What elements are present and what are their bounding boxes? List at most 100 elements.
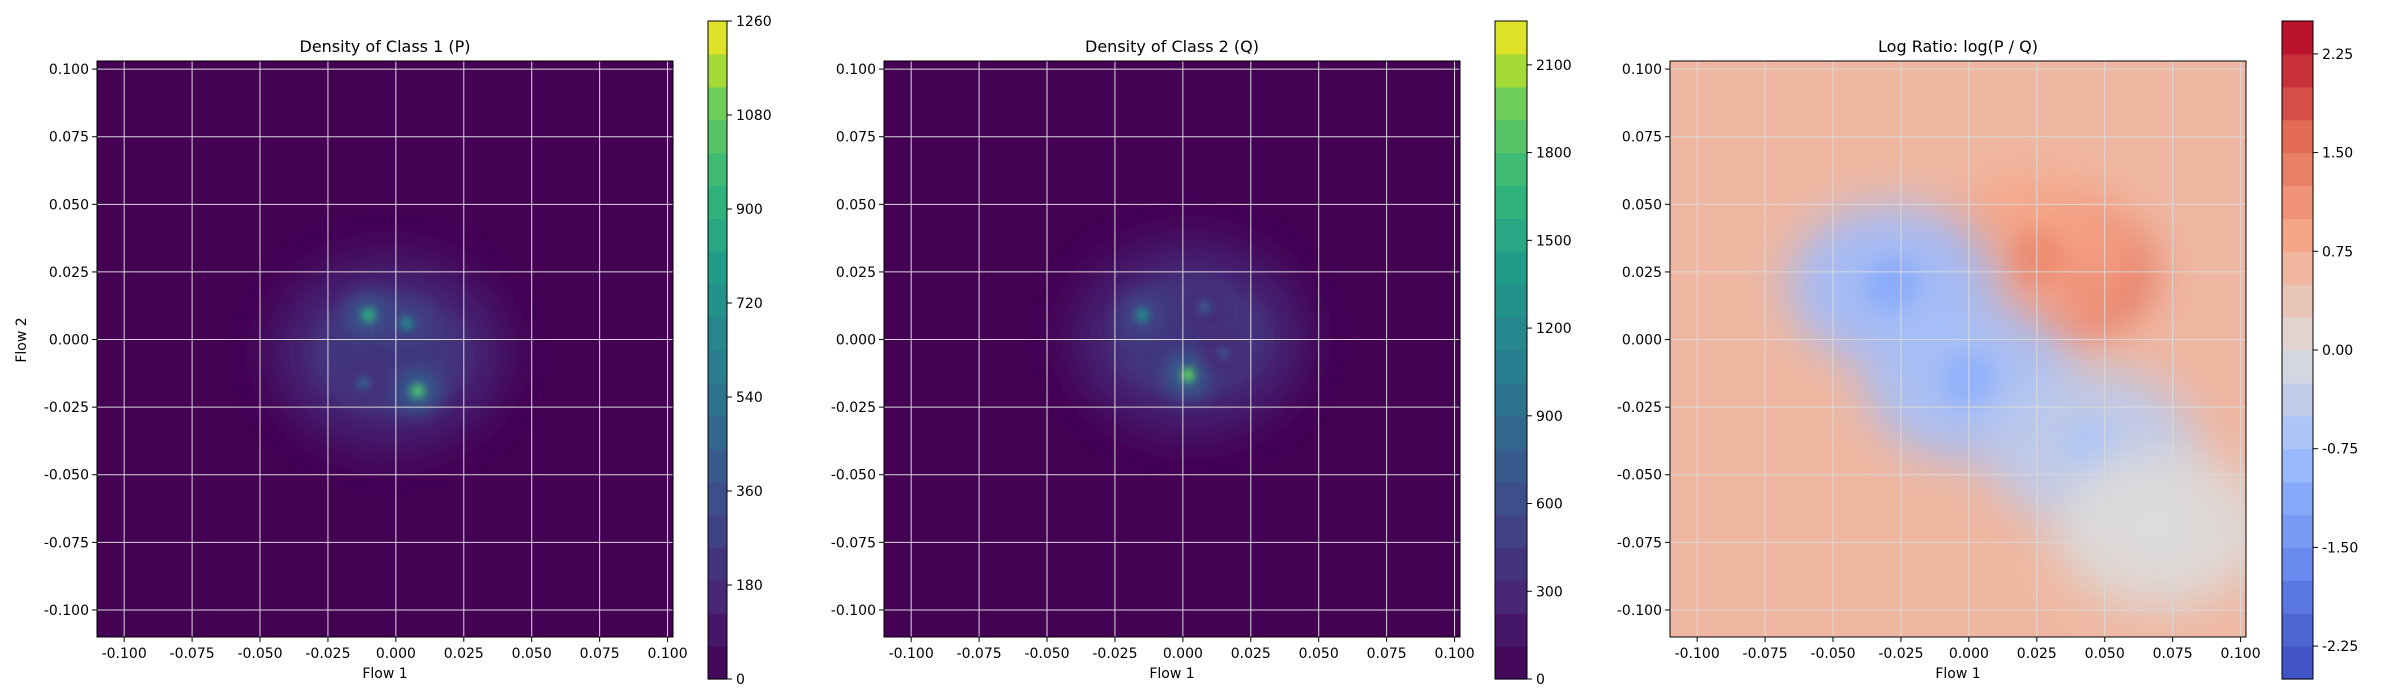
density-peak bbox=[356, 375, 371, 390]
colorbar-tick-label: 1260 bbox=[736, 14, 772, 30]
colorbar-band bbox=[1495, 646, 1527, 680]
colorbar-band bbox=[2282, 514, 2313, 548]
heatmap-area bbox=[884, 61, 1460, 637]
colorbar-band bbox=[2282, 284, 2313, 318]
ratio-core bbox=[1864, 257, 1921, 314]
colorbar-band bbox=[2282, 415, 2313, 450]
colorbar-band bbox=[2282, 646, 2313, 680]
colorbar-tick-label: -2.25 bbox=[2322, 639, 2358, 655]
density-peak bbox=[361, 308, 376, 323]
colorbar-band bbox=[1495, 53, 1527, 88]
y-tick-label: 0.075 bbox=[1622, 130, 1662, 146]
colorbar-band bbox=[708, 481, 727, 516]
colorbar-band bbox=[708, 514, 727, 548]
y-tick-label: 0.025 bbox=[836, 265, 876, 281]
y-axis-ticks: -0.100 -0.075 -0.050 -0.025 0.000 0.025 0.050 0… bbox=[44, 62, 97, 619]
colorbar-band bbox=[2282, 53, 2313, 88]
colorbar-band bbox=[708, 218, 727, 252]
colorbar-band bbox=[708, 185, 727, 219]
colorbar-tick-label: 360 bbox=[736, 484, 763, 500]
colorbar-tick-label: 1800 bbox=[1536, 146, 1572, 162]
y-tick-label: 0.000 bbox=[1622, 333, 1662, 349]
colorbar-band bbox=[708, 152, 727, 187]
colorbar-band bbox=[2282, 547, 2313, 581]
plot-frame bbox=[1669, 60, 2247, 638]
y-tick-label: -0.100 bbox=[44, 603, 89, 619]
y-tick-label: 0.000 bbox=[49, 333, 89, 349]
x-axis-ticks: -0.100 -0.075 -0.050 -0.025 0.000 0.025 0.050 0… bbox=[889, 637, 1475, 662]
x-tick-label: -0.050 bbox=[1810, 646, 1855, 662]
colorbar-band bbox=[1495, 119, 1527, 154]
colorbar-frame bbox=[707, 20, 728, 680]
colorbar-band bbox=[1495, 613, 1527, 647]
colorbar-tick-label: 0.75 bbox=[2322, 244, 2353, 260]
x-tick-label: -0.100 bbox=[102, 646, 147, 662]
colorbar-band bbox=[1495, 185, 1527, 219]
colorbar-band bbox=[2282, 119, 2313, 154]
y-tick-label: 0.100 bbox=[49, 62, 89, 78]
colorbar-tick-label: 720 bbox=[736, 296, 763, 312]
colorbar-frame bbox=[1494, 20, 1528, 680]
colorbar-tick-label: 180 bbox=[736, 578, 763, 594]
y-tick-label: 0.075 bbox=[49, 130, 89, 146]
x-axis-ticks: -0.100 -0.075 -0.050 -0.025 0.000 0.025 0.050 0… bbox=[102, 637, 688, 662]
density-peak bbox=[399, 316, 414, 331]
y-tick-label: -0.100 bbox=[1617, 603, 1662, 619]
x-axis-label: Flow 1 bbox=[1149, 666, 1194, 682]
colorbar-band bbox=[2282, 251, 2313, 285]
colorbar-band bbox=[1495, 251, 1527, 285]
y-tick-label: -0.075 bbox=[44, 535, 89, 551]
colorbar-band bbox=[2282, 382, 2313, 417]
grid bbox=[97, 61, 673, 637]
colorbar-band bbox=[1495, 350, 1527, 384]
density-peak bbox=[410, 383, 425, 398]
ratio-core bbox=[2131, 500, 2188, 557]
colorbar-band bbox=[1495, 317, 1527, 351]
colorbar-band bbox=[2282, 350, 2313, 384]
y-tick-label: 0.100 bbox=[1622, 62, 1662, 78]
colorbar-tick-label: 0 bbox=[1536, 672, 1545, 688]
x-axis-label: Flow 1 bbox=[362, 666, 407, 682]
colorbar-band bbox=[1495, 547, 1527, 581]
colorbar-band bbox=[708, 53, 727, 88]
y-tick-label: -0.025 bbox=[831, 400, 876, 416]
x-tick-label: 0.075 bbox=[2153, 646, 2193, 662]
colorbar-band bbox=[1495, 481, 1527, 516]
x-tick-label: 0.050 bbox=[512, 646, 552, 662]
x-tick-label: 0.100 bbox=[648, 646, 688, 662]
y-tick-label: -0.075 bbox=[1617, 535, 1662, 551]
colorbar-band bbox=[1495, 415, 1527, 450]
density-peak bbox=[1216, 346, 1231, 361]
colorbar-band bbox=[708, 21, 727, 55]
colorbar-band bbox=[1495, 284, 1527, 318]
x-tick-label: 0.025 bbox=[1231, 646, 1271, 662]
colorbar-band bbox=[1495, 580, 1527, 614]
panel-density-p: Density of Class 1 (P) -0.100 -0.075 -0.05… bbox=[14, 14, 772, 688]
y-tick-label: 0.050 bbox=[49, 197, 89, 213]
colorbar-tick-label: 300 bbox=[1536, 584, 1563, 600]
colorbar-band bbox=[708, 317, 727, 351]
x-tick-label: 0.025 bbox=[444, 646, 484, 662]
y-tick-label: -0.050 bbox=[44, 468, 89, 484]
colorbar-band bbox=[2282, 21, 2313, 55]
y-axis-ticks: -0.100 -0.075 -0.050 -0.025 0.000 0.025 0.050 0… bbox=[831, 62, 884, 619]
colorbar-band bbox=[708, 119, 727, 154]
colorbar-tick-label: 1.50 bbox=[2322, 146, 2353, 162]
x-tick-label: -0.050 bbox=[1024, 646, 1069, 662]
colorbar-band bbox=[1495, 382, 1527, 417]
colorbar: -2.25 -1.50 -0.75 0.00 0.75 1.50 2.25 bbox=[2281, 20, 2358, 680]
y-tick-label: 0.050 bbox=[836, 197, 876, 213]
y-tick-label: 0.025 bbox=[1622, 265, 1662, 281]
x-tick-label: 0.025 bbox=[2017, 646, 2057, 662]
x-tick-label: -0.025 bbox=[305, 646, 350, 662]
x-tick-label: 0.050 bbox=[2085, 646, 2125, 662]
plot-frame bbox=[883, 60, 1461, 638]
y-tick-label: 0.050 bbox=[1622, 197, 1662, 213]
colorbar-band bbox=[2282, 317, 2313, 351]
x-tick-label: -0.075 bbox=[957, 646, 1002, 662]
colorbar-band bbox=[1495, 21, 1527, 55]
colorbar-band bbox=[1495, 86, 1527, 121]
colorbar-tick-label: 0 bbox=[736, 672, 745, 688]
x-tick-label: 0.100 bbox=[2221, 646, 2261, 662]
colorbar-band bbox=[2282, 185, 2313, 219]
